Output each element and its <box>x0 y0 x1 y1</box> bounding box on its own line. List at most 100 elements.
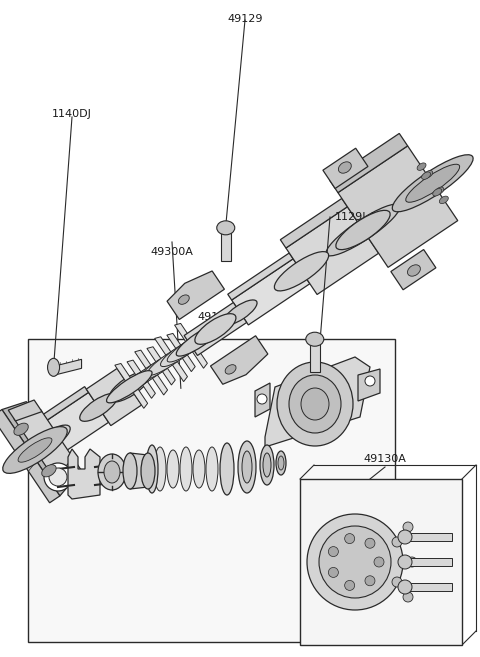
Ellipse shape <box>285 259 319 284</box>
Ellipse shape <box>306 332 324 346</box>
Bar <box>28 339 395 642</box>
Ellipse shape <box>408 265 420 276</box>
Ellipse shape <box>49 468 67 486</box>
Bar <box>300 479 462 645</box>
Ellipse shape <box>242 451 252 483</box>
Ellipse shape <box>374 557 384 567</box>
Polygon shape <box>310 339 320 373</box>
Ellipse shape <box>301 388 329 420</box>
Ellipse shape <box>141 453 155 489</box>
Ellipse shape <box>421 172 431 179</box>
Polygon shape <box>130 453 148 489</box>
Polygon shape <box>405 533 452 541</box>
Ellipse shape <box>398 580 412 594</box>
Ellipse shape <box>424 171 432 178</box>
Ellipse shape <box>238 441 256 493</box>
Ellipse shape <box>365 538 375 548</box>
Ellipse shape <box>403 522 413 532</box>
Ellipse shape <box>328 568 338 578</box>
Text: 1129LA: 1129LA <box>335 212 377 222</box>
Ellipse shape <box>120 367 158 394</box>
Polygon shape <box>286 207 379 294</box>
Polygon shape <box>2 401 76 496</box>
Ellipse shape <box>180 447 192 491</box>
Ellipse shape <box>220 443 234 495</box>
Ellipse shape <box>277 362 353 446</box>
Polygon shape <box>37 386 88 424</box>
Polygon shape <box>358 369 380 401</box>
Ellipse shape <box>3 426 67 474</box>
Ellipse shape <box>398 530 412 544</box>
Polygon shape <box>8 400 42 421</box>
Ellipse shape <box>48 358 60 376</box>
Polygon shape <box>115 363 148 409</box>
Ellipse shape <box>257 394 267 404</box>
Ellipse shape <box>289 375 341 433</box>
Polygon shape <box>211 336 268 384</box>
Ellipse shape <box>176 324 222 356</box>
Polygon shape <box>135 350 168 395</box>
Ellipse shape <box>109 371 150 402</box>
Ellipse shape <box>80 394 117 421</box>
Text: 49129: 49129 <box>227 14 263 24</box>
Ellipse shape <box>141 353 178 380</box>
Polygon shape <box>167 271 225 319</box>
Ellipse shape <box>206 447 218 491</box>
Polygon shape <box>255 383 270 417</box>
Ellipse shape <box>365 576 375 586</box>
Ellipse shape <box>275 252 329 291</box>
Ellipse shape <box>223 300 257 325</box>
Ellipse shape <box>225 365 236 374</box>
Ellipse shape <box>18 438 52 463</box>
Ellipse shape <box>439 196 448 204</box>
Polygon shape <box>330 133 408 193</box>
Polygon shape <box>232 259 310 325</box>
Text: 49300A: 49300A <box>151 247 193 257</box>
Ellipse shape <box>167 331 211 362</box>
Polygon shape <box>405 583 452 591</box>
Polygon shape <box>323 148 368 189</box>
Ellipse shape <box>104 461 120 483</box>
Ellipse shape <box>278 456 284 470</box>
Ellipse shape <box>42 464 56 477</box>
Polygon shape <box>55 458 81 490</box>
Polygon shape <box>228 253 293 300</box>
Ellipse shape <box>107 371 152 403</box>
Ellipse shape <box>260 445 274 485</box>
Polygon shape <box>127 360 156 398</box>
Ellipse shape <box>195 313 236 344</box>
Ellipse shape <box>398 555 412 569</box>
Polygon shape <box>175 323 207 369</box>
Ellipse shape <box>403 592 413 602</box>
Ellipse shape <box>167 450 179 488</box>
Ellipse shape <box>44 463 72 491</box>
Polygon shape <box>184 302 247 355</box>
Polygon shape <box>68 449 100 499</box>
Ellipse shape <box>307 514 403 610</box>
Ellipse shape <box>154 447 166 491</box>
Ellipse shape <box>433 189 442 196</box>
Ellipse shape <box>14 423 28 436</box>
Ellipse shape <box>193 450 205 488</box>
Ellipse shape <box>319 526 391 598</box>
Polygon shape <box>265 357 370 447</box>
Ellipse shape <box>127 358 171 389</box>
Polygon shape <box>391 250 436 290</box>
Polygon shape <box>147 347 175 385</box>
Ellipse shape <box>98 454 126 490</box>
Ellipse shape <box>179 295 189 304</box>
Ellipse shape <box>33 425 70 453</box>
Polygon shape <box>280 198 348 248</box>
Ellipse shape <box>123 453 137 489</box>
Text: 49130A: 49130A <box>363 454 407 464</box>
Ellipse shape <box>392 577 402 587</box>
Ellipse shape <box>276 451 286 475</box>
Ellipse shape <box>407 557 417 567</box>
Polygon shape <box>54 359 82 375</box>
Ellipse shape <box>345 580 355 591</box>
Ellipse shape <box>392 154 473 212</box>
Text: 49106: 49106 <box>197 312 233 322</box>
Ellipse shape <box>345 533 355 543</box>
Ellipse shape <box>108 371 151 402</box>
Ellipse shape <box>326 204 400 256</box>
